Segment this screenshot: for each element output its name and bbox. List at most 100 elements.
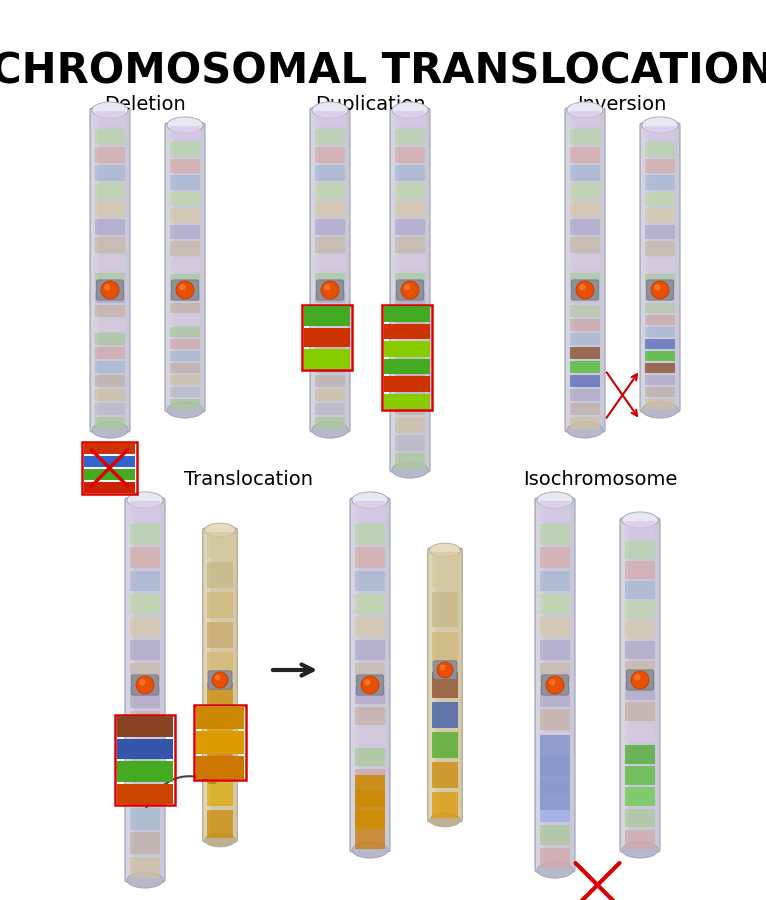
Bar [208,532,233,558]
Bar [433,761,457,788]
Text: Deletion: Deletion [104,95,186,114]
Bar [130,640,160,661]
Bar [355,594,385,614]
Ellipse shape [567,102,603,118]
Bar [355,640,385,661]
Bar [625,808,655,827]
Bar [117,761,173,781]
Bar [625,745,655,763]
Bar [355,663,385,683]
Bar [194,705,246,780]
Circle shape [440,665,445,670]
Circle shape [361,676,379,694]
Bar [316,402,345,415]
Bar [95,374,125,387]
Circle shape [634,674,640,680]
FancyBboxPatch shape [208,670,232,689]
Bar [645,291,675,302]
Bar [540,686,570,706]
Bar [95,361,125,373]
Bar [625,724,655,742]
FancyBboxPatch shape [647,280,674,300]
Bar [95,219,125,235]
Bar [355,831,385,849]
Circle shape [136,676,154,694]
Bar [395,129,425,145]
Bar [540,571,570,591]
Bar [395,183,425,199]
Bar [395,345,425,361]
Bar [625,661,655,679]
Bar [95,201,125,217]
FancyBboxPatch shape [641,124,648,411]
Bar [316,361,345,373]
FancyBboxPatch shape [126,499,133,881]
Circle shape [549,680,555,686]
Bar [316,273,345,289]
Bar [645,257,675,273]
Bar [170,399,200,410]
FancyBboxPatch shape [350,498,390,852]
Bar [645,338,675,349]
Bar [95,305,125,317]
Ellipse shape [642,117,678,133]
Bar [316,333,345,345]
Ellipse shape [430,813,460,827]
FancyBboxPatch shape [429,549,435,821]
Circle shape [546,676,564,694]
Text: CHROMOSOMAL TRANSLOCATION: CHROMOSOMAL TRANSLOCATION [0,50,766,92]
FancyBboxPatch shape [433,661,457,680]
Bar [170,208,200,223]
Bar [130,808,160,830]
Bar [540,825,570,845]
Bar [570,417,600,429]
FancyBboxPatch shape [125,498,165,882]
Ellipse shape [430,543,460,557]
Bar [395,111,425,127]
Bar [208,745,233,774]
Bar [570,402,600,415]
Bar [302,305,352,370]
Bar [95,129,125,145]
Bar [570,305,600,317]
Bar [540,594,570,614]
Bar [95,417,125,429]
Bar [540,848,570,868]
Bar [316,346,345,359]
FancyBboxPatch shape [536,499,543,871]
Ellipse shape [537,862,573,878]
Text: Inversion: Inversion [578,95,666,114]
Ellipse shape [392,462,428,478]
Bar [540,501,570,521]
Ellipse shape [205,833,235,847]
Ellipse shape [92,102,128,118]
Circle shape [214,675,221,680]
Bar [117,784,173,804]
Ellipse shape [312,422,348,438]
Bar [540,802,570,822]
Bar [540,547,570,568]
Bar [384,306,430,321]
Circle shape [212,672,228,688]
Bar [95,291,125,303]
Bar [570,389,600,401]
Ellipse shape [352,842,388,858]
Bar [645,327,675,338]
Bar [208,778,233,806]
Bar [130,735,160,756]
FancyBboxPatch shape [311,109,319,431]
Bar [355,769,385,787]
Bar [540,663,570,683]
Bar [170,142,200,157]
Bar [570,129,600,145]
Circle shape [179,284,185,291]
Bar [130,760,160,781]
Ellipse shape [127,872,163,888]
FancyBboxPatch shape [165,123,205,412]
Bar [208,810,233,838]
FancyBboxPatch shape [91,109,98,431]
FancyBboxPatch shape [640,123,680,412]
Bar [355,547,385,568]
Bar [395,309,425,325]
Circle shape [364,680,371,686]
